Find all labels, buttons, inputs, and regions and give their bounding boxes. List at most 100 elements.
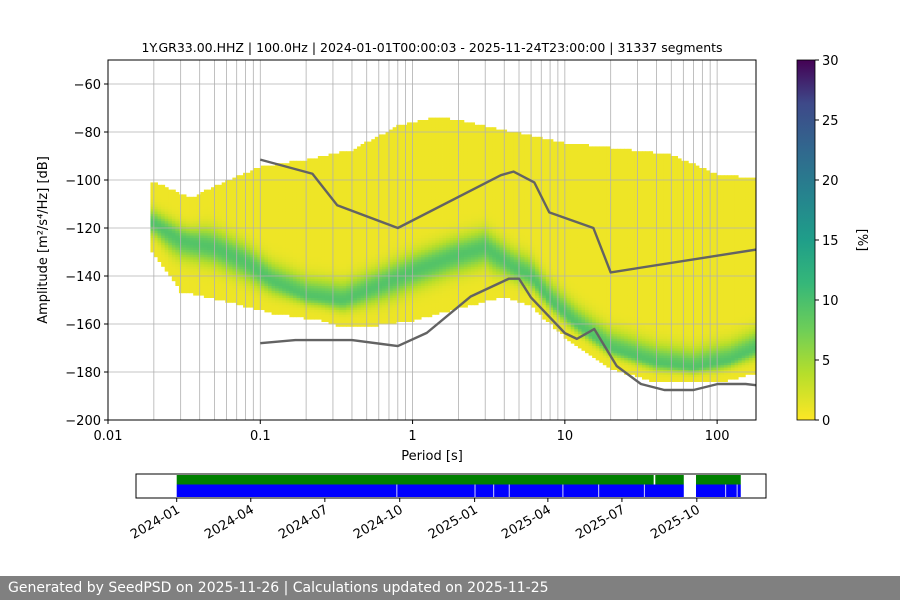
density-cell	[399, 314, 404, 318]
density-cell	[168, 268, 173, 272]
density-cell	[371, 247, 376, 250]
density-cell	[253, 285, 258, 289]
density-cell	[232, 297, 237, 301]
density-cell	[271, 264, 276, 267]
density-cell	[292, 242, 297, 246]
density-cell	[278, 235, 283, 238]
density-cell	[396, 288, 401, 291]
density-cell	[285, 184, 290, 188]
density-cell	[268, 237, 272, 241]
density-cell	[161, 220, 166, 224]
density-cell	[189, 204, 194, 207]
density-cell	[307, 290, 312, 294]
density-cell	[168, 204, 173, 207]
density-cell	[278, 302, 283, 306]
density-cell	[381, 165, 386, 169]
density-cell	[321, 230, 326, 234]
density-cell	[275, 218, 280, 222]
density-cell	[239, 295, 244, 298]
density-cell	[289, 232, 294, 236]
density-cell	[428, 134, 433, 138]
density-cell	[421, 228, 426, 231]
density-cell	[253, 300, 258, 303]
density-cell	[275, 300, 280, 303]
density-cell	[378, 288, 383, 291]
density-cell	[421, 264, 426, 267]
density-cell	[317, 295, 322, 298]
density-cell	[339, 280, 344, 284]
density-cell	[414, 261, 418, 265]
density-cell	[385, 254, 390, 258]
density-cell	[228, 235, 233, 238]
density-cell	[428, 225, 433, 229]
density-cell	[225, 292, 230, 296]
density-cell	[339, 302, 344, 306]
density-cell	[364, 237, 369, 241]
density-cell	[399, 216, 404, 219]
density-cell	[300, 314, 305, 318]
density-cell	[385, 268, 390, 272]
density-cell	[371, 285, 376, 289]
density-cell	[360, 264, 365, 267]
density-cell	[278, 216, 283, 219]
density-cell	[371, 261, 376, 265]
density-cell	[367, 230, 372, 234]
density-cell	[250, 249, 255, 253]
density-cell	[335, 235, 340, 238]
density-cell	[431, 283, 436, 286]
density-cell	[171, 211, 176, 214]
density-cell	[161, 264, 166, 267]
density-cell	[310, 300, 315, 303]
density-cell	[175, 204, 180, 207]
density-cell	[332, 244, 337, 248]
density-cell	[364, 168, 369, 171]
density-cell	[385, 247, 390, 250]
density-cell	[314, 309, 319, 313]
density-cell	[278, 254, 283, 258]
density-cell	[193, 201, 198, 205]
density-cell	[424, 266, 429, 270]
density-cell	[328, 304, 333, 308]
density-cell	[424, 252, 429, 255]
density-cell	[260, 194, 265, 198]
density-cell	[157, 225, 162, 229]
density-cell	[346, 151, 351, 154]
density-cell	[168, 225, 173, 229]
density-cell	[396, 124, 401, 128]
density-cell	[296, 220, 301, 224]
density-cell	[292, 312, 297, 315]
density-cell	[264, 292, 269, 296]
density-cell	[335, 300, 340, 303]
density-cell	[378, 259, 383, 262]
density-cell	[214, 285, 219, 289]
density-cell	[417, 247, 422, 250]
density-cell	[360, 292, 365, 296]
density-cell	[175, 249, 180, 253]
density-cell	[431, 285, 436, 289]
density-cell	[168, 273, 173, 277]
density-cell	[150, 230, 155, 234]
density-cell	[424, 148, 429, 152]
density-cell	[189, 244, 194, 248]
density-cell	[406, 146, 411, 150]
density-cell	[335, 304, 340, 308]
density-cell	[396, 213, 401, 217]
density-cell	[260, 237, 265, 241]
density-cell	[232, 242, 237, 246]
density-cell	[232, 225, 237, 229]
density-cell	[310, 292, 315, 296]
density-cell	[278, 184, 283, 188]
density-cell	[161, 187, 166, 190]
density-cell	[396, 232, 401, 236]
density-cell	[264, 259, 269, 262]
density-cell	[399, 196, 404, 200]
density-cell	[211, 276, 215, 279]
density-cell	[389, 304, 394, 308]
density-cell	[310, 314, 315, 318]
density-cell	[385, 148, 390, 152]
density-cell	[168, 199, 173, 202]
density-cell	[406, 184, 411, 188]
density-cell	[303, 264, 308, 267]
density-cell	[310, 225, 315, 229]
density-cell	[428, 249, 433, 253]
